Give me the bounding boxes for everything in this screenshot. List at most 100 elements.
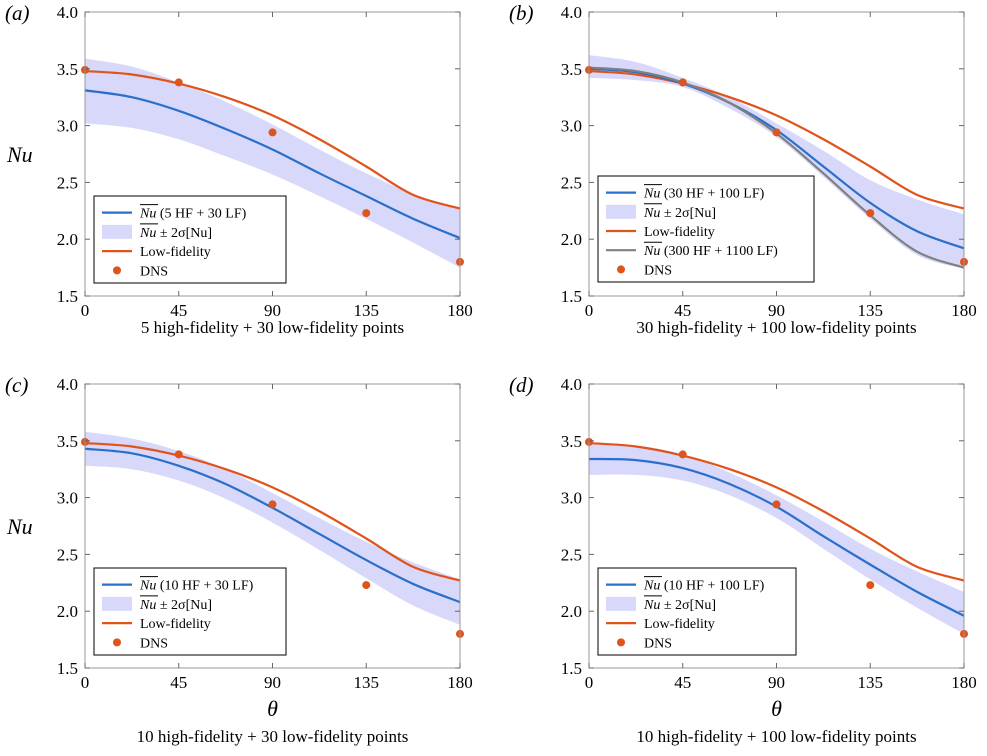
x-tick-label: 0	[585, 301, 594, 320]
panel-c: 0 45 90 135 180 1.5 2.0 2.5 3.0 3.5 4.0 (c) Nu θ 10 hi…	[5, 373, 473, 746]
mean-line	[85, 89, 460, 240]
x-tick-label: 0	[81, 301, 90, 320]
x-tick-label: 45	[170, 673, 187, 692]
x-tick-label: 135	[354, 301, 380, 320]
dns-point	[772, 128, 781, 137]
low-fidelity-line	[589, 441, 964, 582]
y-tick-label: 4.0	[561, 3, 582, 22]
y-tick-label: 2.0	[561, 230, 582, 249]
low-fidelity-line	[85, 69, 460, 210]
legend-swatch-band	[606, 204, 636, 219]
x-tick-label: 45	[674, 673, 691, 692]
x-tick-label: 180	[951, 301, 977, 320]
panel-label: (a)	[5, 1, 30, 25]
panel-caption: 10 high-fidelity + 100 low-fidelity poin…	[636, 727, 916, 746]
uncertainty-band	[85, 431, 460, 625]
uncertainty-band	[589, 443, 964, 634]
x-tick-label: 135	[858, 301, 884, 320]
low-fidelity-line	[85, 441, 460, 582]
legend: Nu (30 HF + 100 LF) Nu ± 2σ[Nu] Low-fideli…	[597, 175, 815, 283]
y-tick-label: 3.0	[57, 117, 78, 136]
dns-point	[268, 500, 277, 509]
legend-swatch-point	[617, 638, 625, 647]
y-tick-label: 3.5	[57, 60, 78, 79]
legend: Nu (5 HF + 30 LF) Nu ± 2σ[Nu] Low-fidelity…	[93, 195, 287, 284]
x-tick-label: 45	[170, 301, 187, 320]
legend-swatch-point	[113, 266, 121, 275]
y-tick-label: 3.5	[561, 60, 582, 79]
legend-label: Nu ± 2σ[Nu]	[139, 598, 212, 613]
x-tick-label: 90	[768, 673, 785, 692]
panel-caption: 10 high-fidelity + 30 low-fidelity point…	[137, 727, 409, 746]
low-fidelity-line	[589, 69, 964, 210]
legend: Nu (10 HF + 100 LF) Nu ± 2σ[Nu] Low-fideli…	[597, 567, 797, 656]
y-tick-label: 1.5	[561, 287, 582, 306]
x-tick-label: 135	[354, 673, 380, 692]
y-tick-label: 4.0	[57, 375, 78, 394]
dns-point	[362, 209, 371, 218]
y-axis-label: Nu	[6, 142, 33, 167]
legend-swatch-band	[102, 596, 132, 611]
y-tick-label: 4.0	[57, 3, 78, 22]
legend-label: Low-fidelity	[140, 617, 211, 632]
y-axis-label: Nu	[6, 514, 33, 539]
legend-label: DNS	[140, 636, 168, 651]
x-tick-label: 180	[951, 673, 977, 692]
legend-label: Nu ± 2σ[Nu]	[643, 206, 716, 221]
x-tick-label: 0	[81, 673, 90, 692]
y-tick-label: 2.5	[57, 173, 78, 192]
dns-point	[362, 581, 371, 590]
y-tick-label: 2.5	[561, 545, 582, 564]
panel-caption: 30 high-fidelity + 100 low-fidelity poin…	[636, 318, 916, 337]
legend-box	[597, 567, 797, 656]
legend-label: Nu (30 HF + 100 LF)	[643, 187, 765, 202]
x-tick-label: 0	[585, 673, 594, 692]
dns-point	[174, 450, 183, 459]
panel-b: 0 45 90 135 180 1.5 2.0 2.5 3.0 3.5 4.0 (b) 30 high-…	[509, 1, 977, 337]
legend-label: Nu ± 2σ[Nu]	[643, 598, 716, 613]
legend-swatch-band	[606, 596, 636, 611]
dns-point	[174, 78, 183, 87]
y-tick-label: 2.0	[57, 602, 78, 621]
dns-point	[268, 128, 277, 137]
x-tick-label: 180	[447, 301, 473, 320]
dns-point	[772, 500, 781, 509]
y-tick-label: 4.0	[561, 375, 582, 394]
y-tick-label: 2.5	[57, 545, 78, 564]
x-tick-label: 90	[768, 301, 785, 320]
x-tick-label: 90	[264, 301, 281, 320]
legend-label: Nu (10 HF + 30 LF)	[139, 579, 254, 594]
y-tick-label: 1.5	[57, 287, 78, 306]
legend-box	[93, 195, 287, 284]
legend-label: Nu (300 HF + 1100 LF)	[643, 244, 778, 259]
legend-swatch-point	[617, 265, 625, 274]
y-tick-label: 3.0	[57, 489, 78, 508]
legend-label: Low-fidelity	[644, 225, 715, 240]
dns-point	[866, 581, 875, 590]
y-tick-label: 3.5	[561, 432, 582, 451]
dns-point	[678, 450, 687, 459]
legend: Nu (10 HF + 30 LF) Nu ± 2σ[Nu] Low-fidelit…	[93, 567, 287, 656]
legend-label: Nu (10 HF + 100 LF)	[643, 579, 765, 594]
legend-label: Low-fidelity	[140, 245, 211, 260]
legend-swatch-point	[113, 638, 121, 647]
legend-label: Low-fidelity	[644, 617, 715, 632]
panel-a: 0 45 90 135 180 1.5 2.0 2.5 3.0 3.5 4.0 (a) Nu 5 high…	[5, 1, 473, 337]
y-tick-label: 1.5	[561, 659, 582, 678]
panel-caption: 5 high-fidelity + 30 low-fidelity points	[141, 318, 404, 337]
panel-label: (b)	[509, 1, 534, 25]
legend-label: Nu ± 2σ[Nu]	[139, 226, 212, 241]
legend-label: Nu (5 HF + 30 LF)	[139, 207, 247, 222]
y-tick-label: 2.5	[561, 173, 582, 192]
legend-label: DNS	[644, 263, 672, 278]
y-tick-label: 1.5	[57, 659, 78, 678]
legend-label: DNS	[644, 636, 672, 651]
x-tick-label: 90	[264, 673, 281, 692]
legend-swatch-band	[102, 224, 132, 239]
y-tick-label: 2.0	[561, 602, 582, 621]
y-tick-label: 3.5	[57, 432, 78, 451]
y-tick-label: 3.0	[561, 117, 582, 136]
dns-point	[866, 209, 875, 218]
panel-d: 0 45 90 135 180 1.5 2.0 2.5 3.0 3.5 4.0 (d) θ 10 high…	[509, 373, 977, 746]
